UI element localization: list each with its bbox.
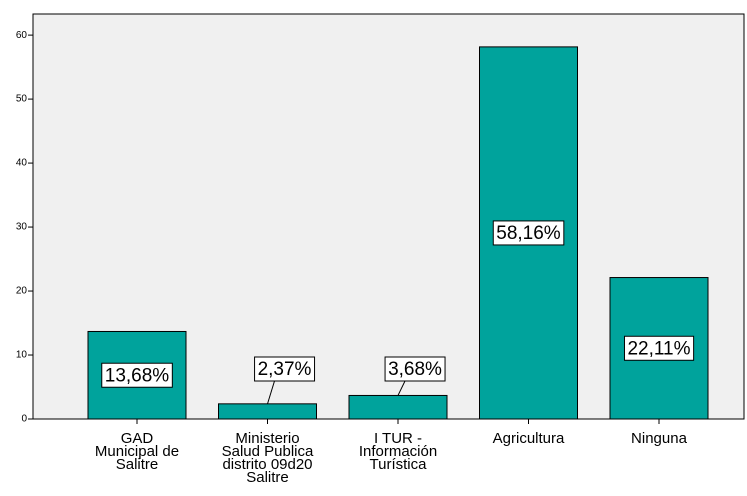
y-tick-label: 50 (16, 94, 28, 105)
value-label-box (101, 362, 173, 388)
bar (218, 403, 317, 420)
x-tick-label: Ministerio Salud Publica distrito 09d20 Sal… (222, 430, 314, 486)
x-tick-label: Ninguna (631, 430, 688, 447)
y-tick-label: 30 (16, 222, 28, 233)
value-label: 58,16% (496, 223, 561, 244)
y-tick-label: 20 (16, 286, 28, 297)
bar (348, 394, 448, 420)
value-label-box (492, 220, 565, 246)
value-label: 3,68% (388, 359, 442, 380)
value-label-box (384, 356, 446, 382)
value-label-box (623, 335, 695, 361)
leader-line (267, 380, 275, 404)
y-tick-label: 0 (21, 414, 27, 425)
x-tick-label: Agricultura (493, 430, 565, 447)
value-label: 2,37% (258, 359, 312, 380)
y-tick-label: 60 (16, 30, 28, 41)
value-label: 13,68% (105, 365, 170, 386)
value-label: 22,11% (627, 338, 690, 359)
y-tick-label: 10 (16, 350, 28, 361)
value-label-box (254, 356, 316, 382)
y-tick-label: 40 (16, 158, 28, 169)
x-tick-label: I TUR -Información Turística (359, 430, 437, 473)
x-tick-label: GAD Municipal de Salitre (95, 430, 179, 473)
leader-line (397, 380, 406, 396)
